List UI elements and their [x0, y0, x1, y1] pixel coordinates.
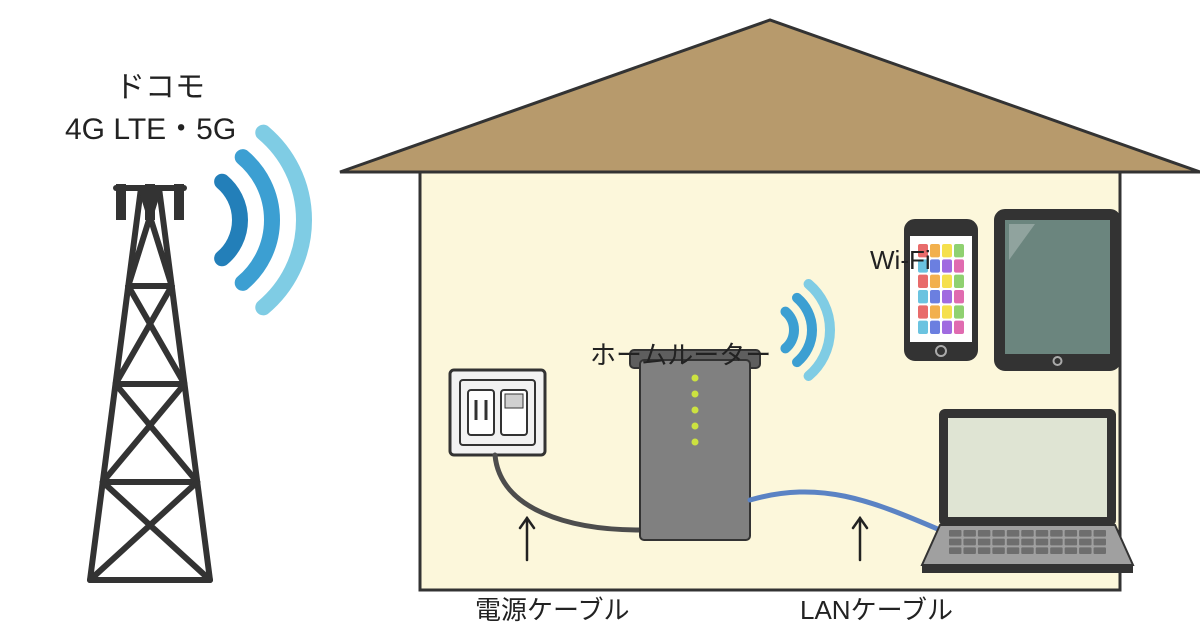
- carrier-label-1: ドコモ: [115, 62, 205, 106]
- carrier-label-2: 4G LTE・5G: [65, 104, 236, 148]
- power-cable-label: 電源ケーブル: [475, 590, 629, 627]
- home-router-icon: [630, 350, 760, 540]
- router-label: ホームルーター: [590, 335, 771, 372]
- power-outlet-icon: [450, 370, 545, 455]
- laptop-icon: [922, 410, 1133, 573]
- cellular-signal-icon: [222, 133, 304, 308]
- lan-cable-label: LANケーブル: [800, 590, 953, 627]
- cell-tower-icon: [90, 184, 210, 580]
- smartphone-icon: [905, 220, 977, 360]
- tablet-icon: [995, 210, 1120, 370]
- house-roof: [340, 20, 1200, 172]
- wifi-label: Wi-Fi: [870, 245, 931, 276]
